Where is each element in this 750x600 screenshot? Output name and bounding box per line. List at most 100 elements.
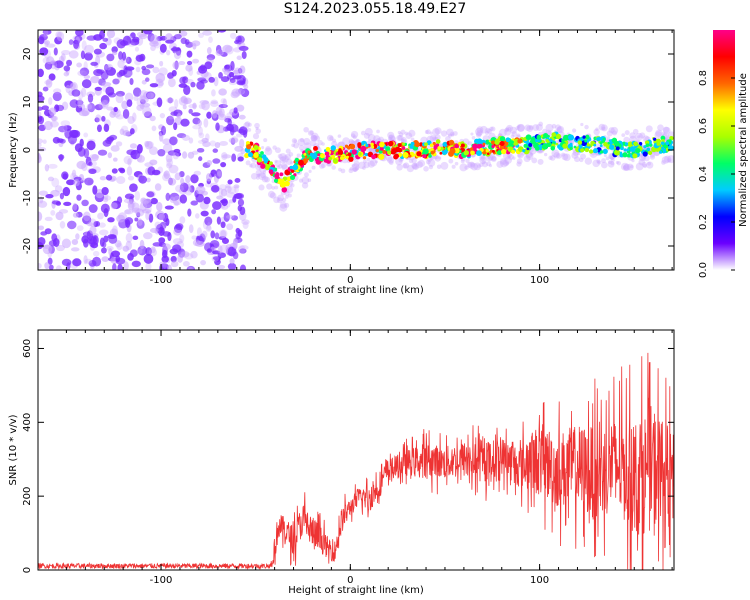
ridge-point: [280, 179, 285, 184]
ridge-halo-point: [245, 160, 251, 166]
noise-point: [162, 243, 171, 251]
noise-point: [141, 209, 152, 214]
ridge-halo-point: [639, 132, 646, 139]
ridge-point: [526, 147, 530, 151]
noise-point: [239, 264, 247, 270]
ridge-point: [379, 141, 385, 148]
noise-point: [172, 244, 182, 253]
ridge-halo-point: [607, 160, 615, 168]
ridge-halo-point: [249, 163, 253, 168]
noise-point: [90, 61, 98, 66]
ridge-halo-point: [387, 156, 395, 164]
ridge-point: [593, 148, 599, 154]
ridge-halo-point: [432, 136, 437, 141]
ridge-halo-point: [408, 129, 416, 137]
noise-point: [59, 192, 65, 200]
ridge-halo-point: [639, 153, 644, 157]
ridge-point: [437, 146, 442, 150]
noise-point: [93, 48, 102, 55]
noise-point: [146, 177, 151, 183]
ridge-point: [279, 172, 284, 177]
noise-point: [107, 217, 115, 223]
noise-point: [150, 44, 156, 52]
noise-point: [125, 71, 134, 77]
noise-point: [173, 200, 179, 206]
noise-point: [61, 258, 72, 267]
ridge-point: [339, 156, 345, 161]
ridge-halo-point: [595, 127, 599, 131]
noise-point: [236, 104, 245, 112]
noise-point: [42, 244, 52, 249]
noise-point: [168, 115, 174, 120]
ridge-halo-point: [244, 121, 251, 127]
ridge-point: [482, 142, 486, 146]
noise-point: [161, 255, 169, 263]
ridge-point: [490, 140, 496, 145]
ridge-point: [646, 147, 651, 152]
noise-point: [84, 44, 94, 55]
noise-point: [133, 95, 139, 101]
noise-point: [188, 67, 194, 77]
noise-point: [52, 238, 60, 247]
ridge-point: [476, 150, 482, 157]
ridge-point: [534, 142, 538, 146]
ridge-halo-point: [424, 130, 429, 134]
noise-point: [144, 140, 150, 147]
ridge-halo-point: [577, 152, 581, 156]
ridge-halo-point: [446, 128, 454, 137]
ridge-halo-point: [350, 130, 359, 139]
noise-point: [220, 161, 227, 168]
noise-point: [77, 98, 83, 108]
noise-point: [116, 71, 123, 78]
noise-point: [76, 62, 82, 68]
noise-point: [51, 177, 60, 188]
noise-point: [212, 250, 221, 255]
ridge-halo-point: [427, 159, 436, 167]
noise-point: [78, 110, 89, 117]
noise-point: [145, 64, 155, 69]
ridge-point: [555, 142, 559, 146]
ridge-point: [596, 136, 601, 141]
ridge-point: [330, 145, 336, 151]
ridge-point: [382, 149, 387, 154]
ridge-point: [409, 144, 414, 149]
ridge-halo-point: [396, 164, 403, 171]
noise-point: [191, 235, 197, 240]
noise-point: [206, 248, 212, 253]
noise-point: [38, 111, 42, 118]
noise-point: [220, 221, 226, 229]
noise-point: [190, 81, 196, 88]
noise-point: [241, 219, 250, 225]
noise-point: [63, 65, 71, 72]
noise-point: [94, 117, 100, 123]
noise-point: [40, 231, 48, 236]
ridge-halo-point: [657, 124, 664, 131]
ridge-halo-point: [285, 158, 293, 166]
ridge-point: [433, 144, 438, 149]
ridge-point: [460, 143, 465, 148]
noise-point: [242, 221, 249, 230]
noise-point: [204, 61, 213, 70]
x-tick-label: -100: [150, 575, 173, 586]
noise-point: [38, 115, 45, 125]
noise-point: [124, 209, 131, 215]
noise-point: [149, 159, 158, 166]
ridge-halo-point: [367, 160, 375, 168]
noise-point: [97, 149, 108, 156]
noise-point: [180, 251, 190, 258]
noise-point: [55, 211, 64, 221]
ridge-point: [555, 133, 562, 140]
ridge-halo-point: [285, 195, 289, 199]
ridge-point: [387, 150, 392, 155]
ridge-point: [371, 145, 375, 149]
x-tick-label: 100: [530, 275, 549, 286]
ridge-point: [268, 169, 274, 174]
ridge-halo-point: [301, 176, 310, 185]
noise-point: [221, 204, 229, 210]
ridge-halo-point: [307, 130, 314, 136]
ridge-halo-point: [646, 161, 654, 169]
ridge-halo-point: [645, 125, 653, 133]
ridge-point: [593, 143, 597, 147]
ridge-halo-point: [290, 183, 295, 188]
